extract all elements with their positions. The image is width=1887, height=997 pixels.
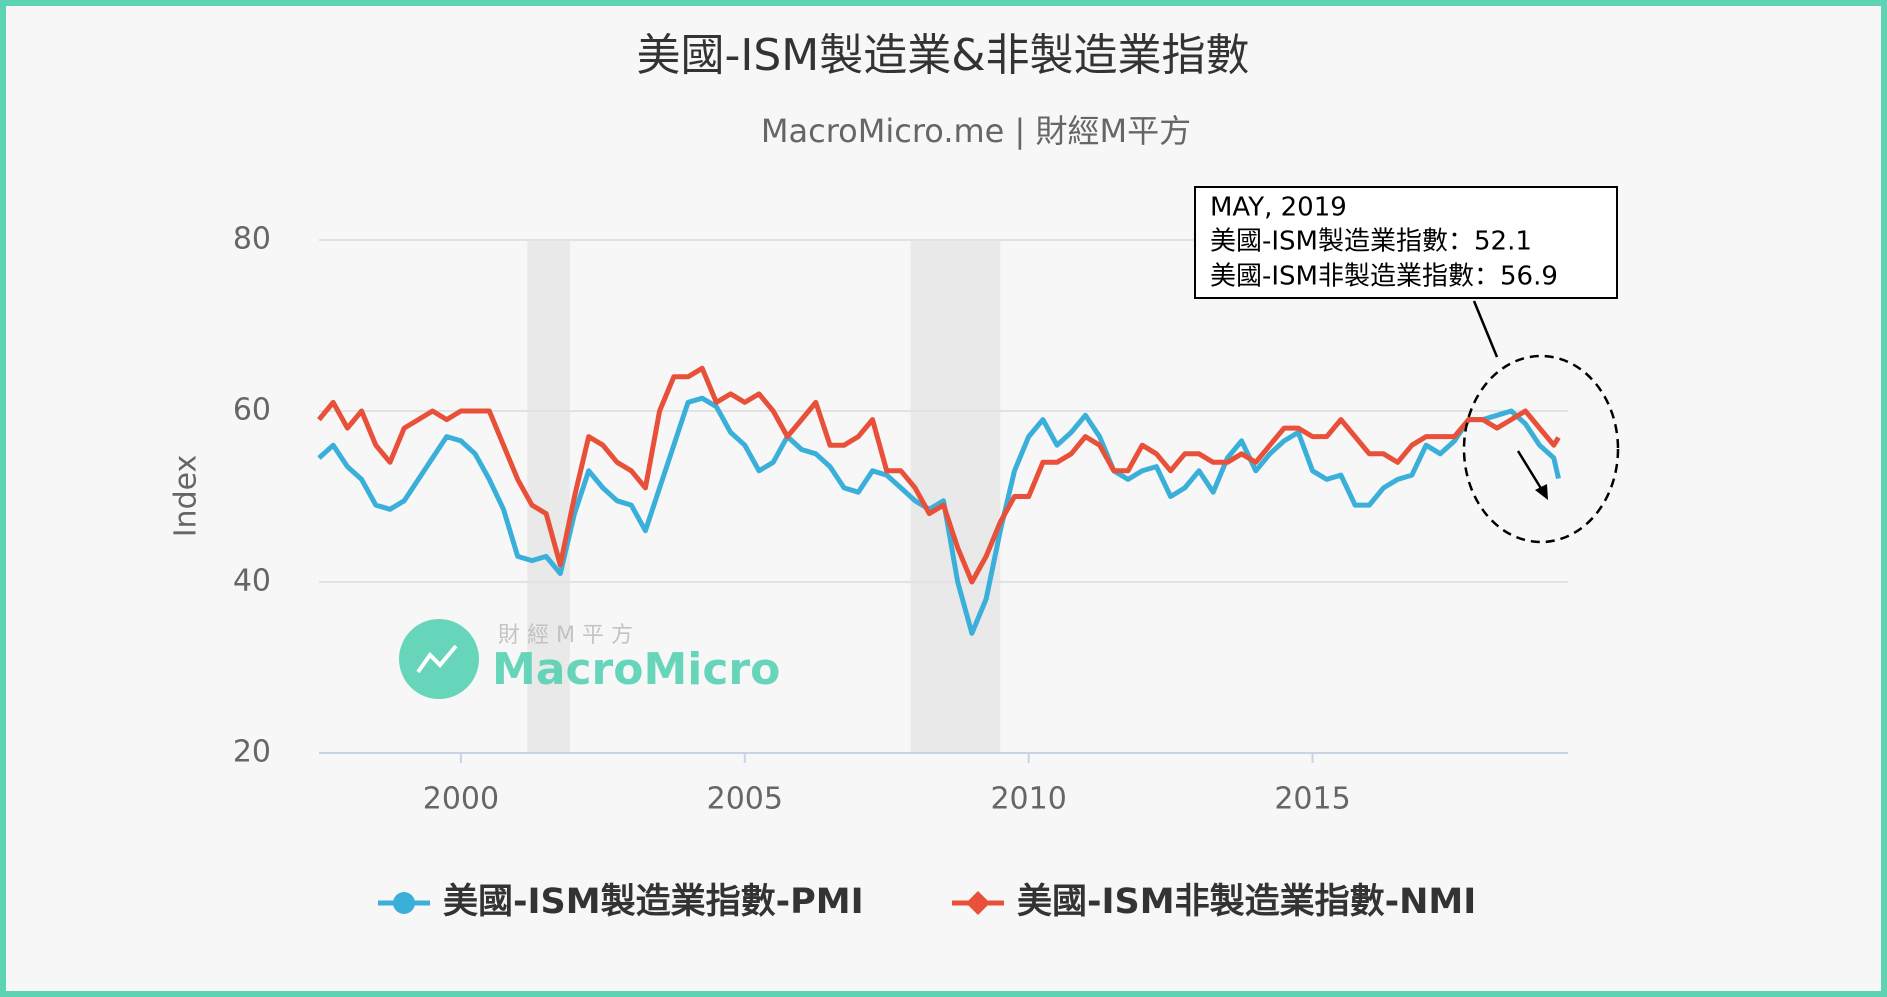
y-tick-label: 20 (233, 735, 271, 770)
recession-band (910, 240, 1001, 753)
legend-label: 美國-ISM製造業指數-PMI (443, 882, 864, 922)
watermark-logo (399, 619, 479, 699)
legend: 美國-ISM製造業指數-PMI 美國-ISM非製造業指數-NMI (378, 882, 1476, 922)
trend-arrow (1516, 450, 1544, 491)
y-tick-label: 40 (233, 564, 271, 599)
x-tick-label: 2015 (1274, 782, 1350, 817)
y-axis-label: Index (169, 455, 204, 538)
series-line (317, 365, 1561, 585)
x-tick-label: 2005 (707, 782, 783, 817)
legend-marker (966, 891, 990, 915)
watermark-en: MacroMicro (492, 644, 780, 695)
y-tick-label: 60 (233, 393, 271, 428)
watermark-cn: 財 經 M 平 方 (498, 623, 633, 648)
annotation-box (1194, 186, 1618, 299)
annotation-pointer (1472, 300, 1499, 358)
plot (317, 365, 1561, 636)
x-tick-label: 2010 (990, 782, 1066, 817)
annotation-ellipse (1462, 354, 1620, 544)
annotation-text: 美國-ISM製造業指數：52.1 (1210, 227, 1532, 257)
watermark: 財 經 M 平 方 MacroMicro (399, 619, 780, 699)
legend-label: 美國-ISM非製造業指數-NMI (1017, 882, 1476, 922)
legend-item: 美國-ISM製造業指數-PMI (378, 882, 864, 922)
annotation-text: MAY, 2019 (1210, 193, 1347, 223)
annotation-text: 美國-ISM非製造業指數：56.9 (1210, 262, 1558, 292)
y-tick-label: 80 (233, 222, 271, 257)
x-tick-label: 2000 (423, 782, 499, 817)
legend-marker (393, 892, 415, 914)
series-line (317, 395, 1561, 636)
trend-arrow-head (1535, 484, 1548, 500)
legend-item: 美國-ISM非製造業指數-NMI (952, 882, 1476, 922)
chart-title: 美國-ISM製造業&非製造業指數 (636, 30, 1249, 81)
plot-background: 20 40 60 80 2000 2005 2010 2015 (233, 222, 1568, 817)
chart-subtitle: MacroMicro.me | 財經M平方 (761, 112, 1191, 150)
recession-band (527, 240, 570, 753)
annotation: MAY, 2019 美國-ISM製造業指數：52.1 美國-ISM非製造業指數：… (1194, 186, 1620, 544)
watermark-logo-line (416, 644, 458, 674)
